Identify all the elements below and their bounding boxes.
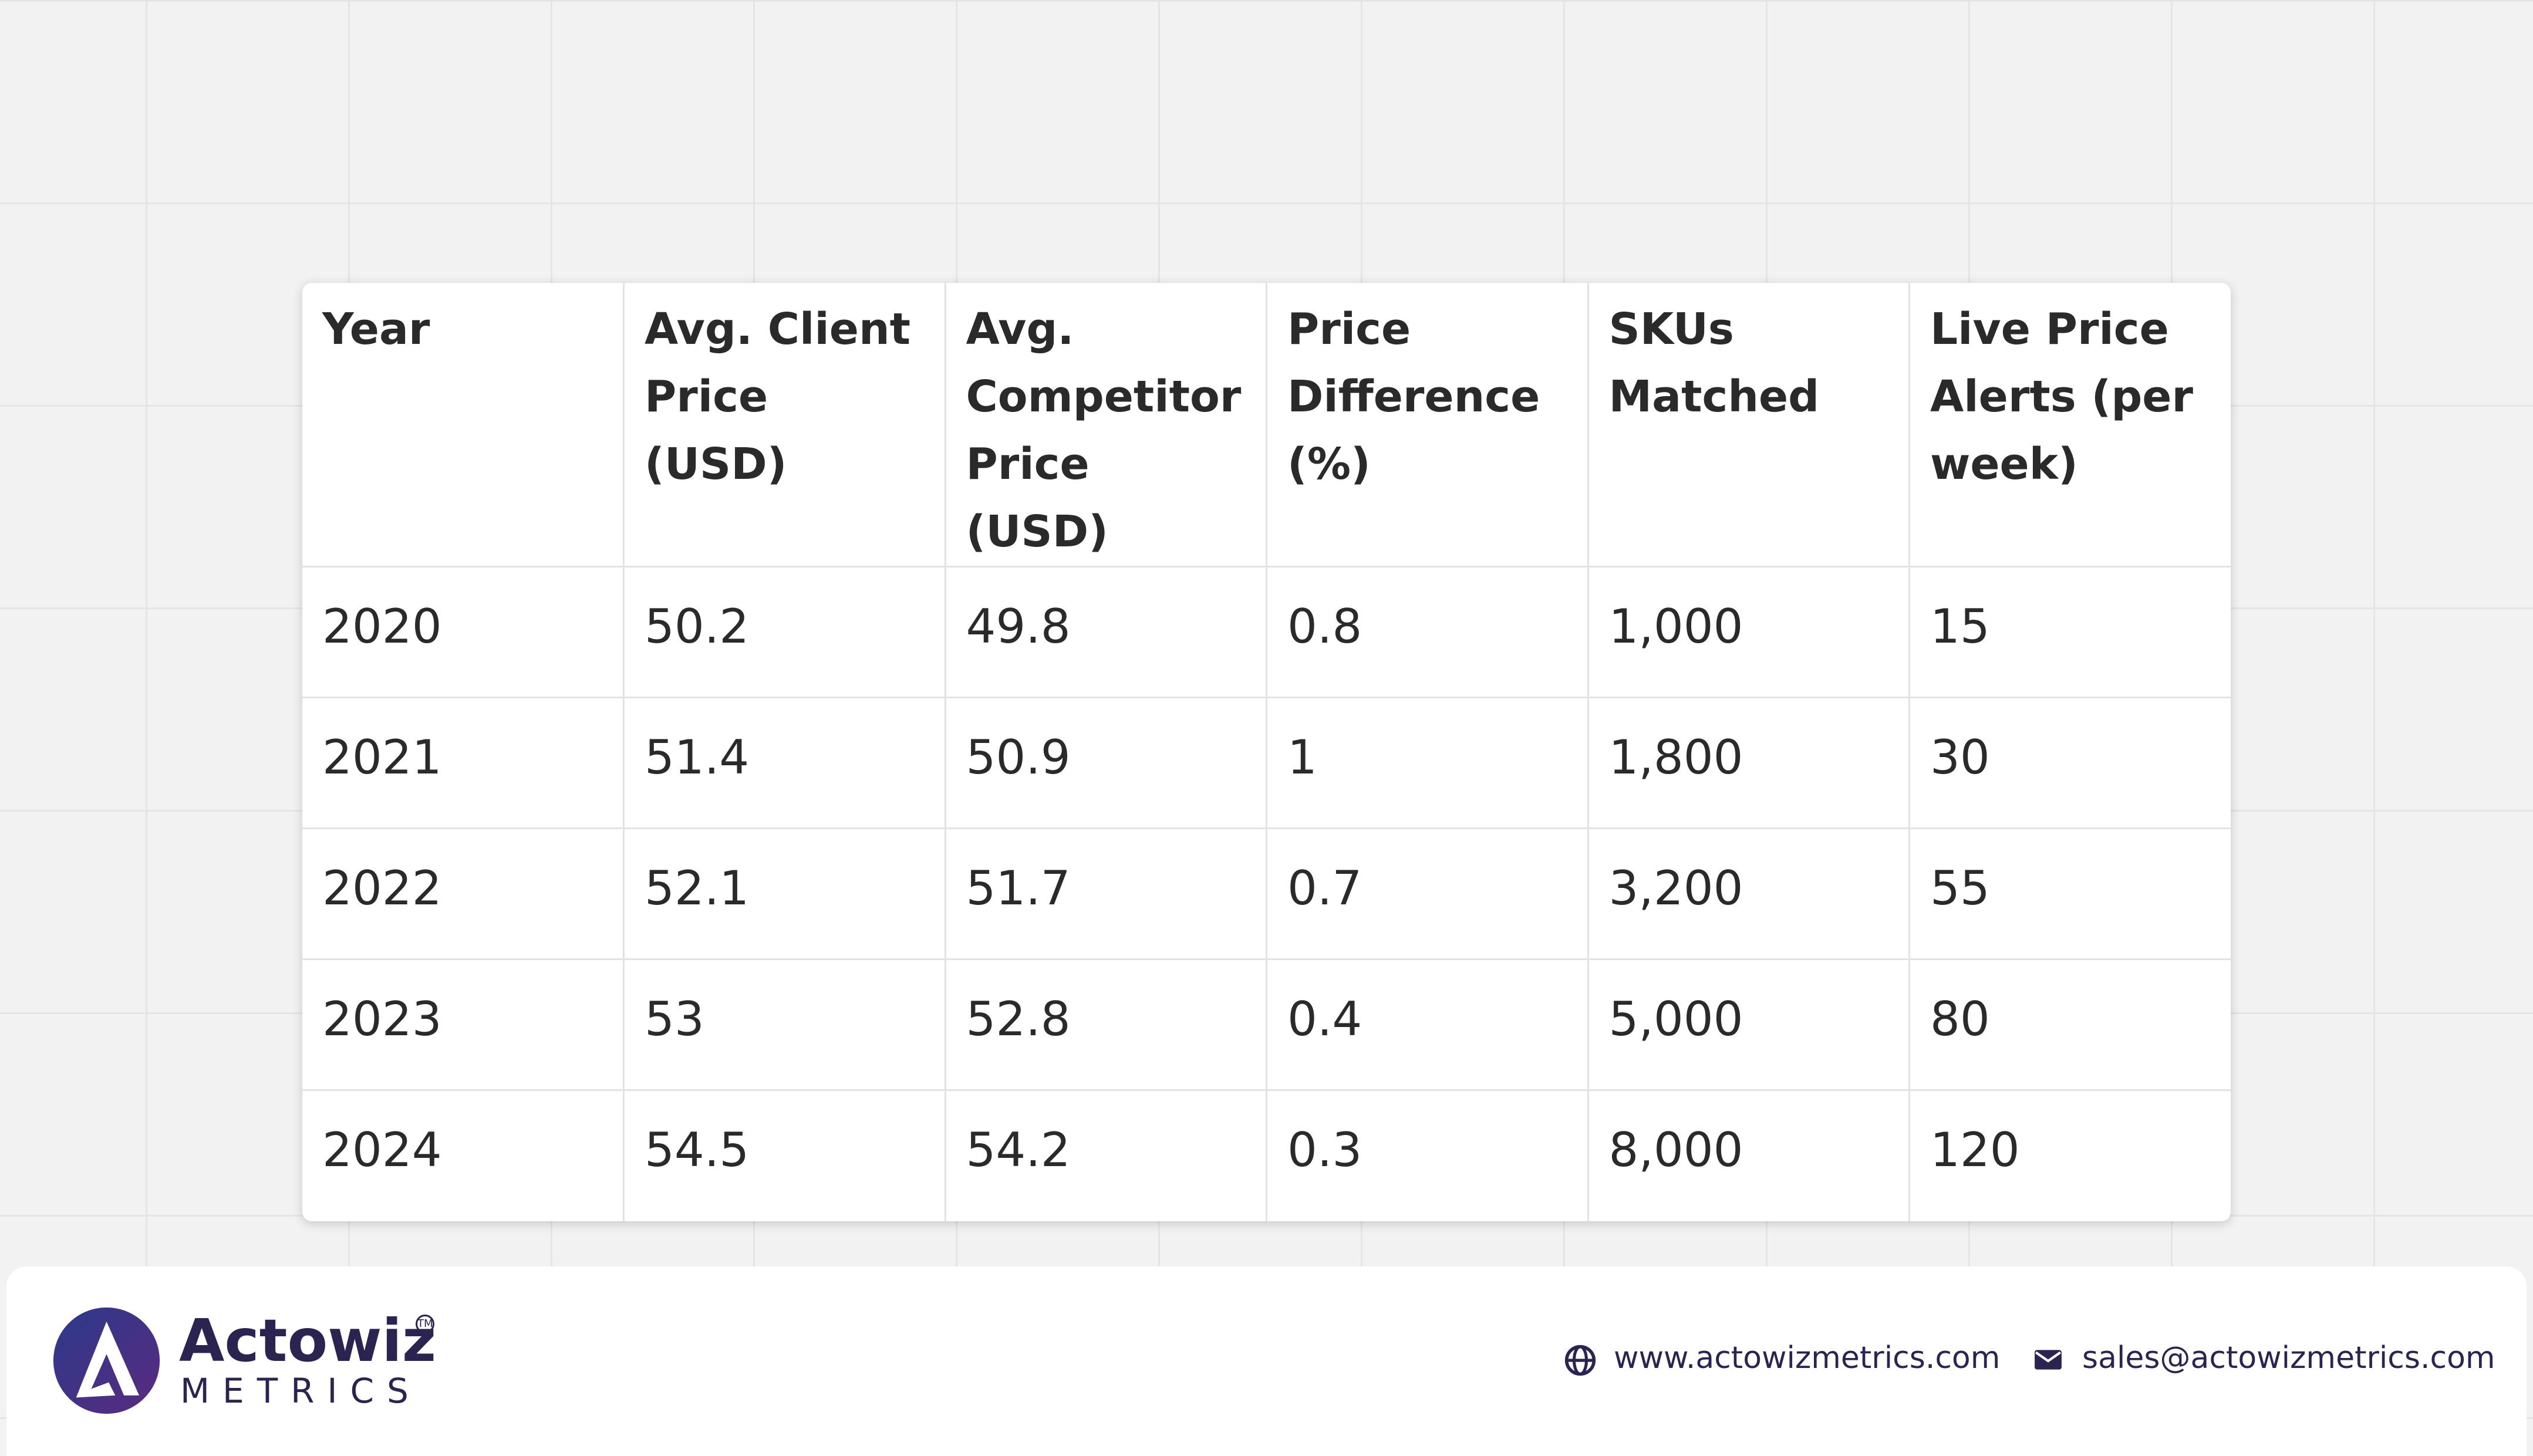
email-link[interactable]: sales@actowizmetrics.com [2082, 1340, 2495, 1376]
table-cell: 1 [1266, 697, 1589, 829]
table-cell: 52.1 [623, 827, 946, 960]
table-cell: 2021 [302, 697, 625, 829]
table-row: 2022 52.1 51.7 0.7 3,200 55 [302, 827, 2231, 960]
table-cell: 1,800 [1587, 697, 1910, 829]
website-link[interactable]: www.actowizmetrics.com [1614, 1340, 2001, 1376]
header-cell: Price Difference (%) [1266, 283, 1589, 567]
header-row: Year Avg. Client Price (USD) Avg. Competit… [302, 283, 2231, 567]
table-cell: 1,000 [1587, 566, 1910, 698]
table-cell: 80 [1908, 958, 2231, 1091]
trademark: TM [416, 1315, 434, 1333]
table-cell: 54.5 [623, 1089, 946, 1221]
header-cell: SKUs Matched [1587, 283, 1910, 567]
table-row: 2023 53 52.8 0.4 5,000 80 [302, 958, 2231, 1091]
table-cell: 50.2 [623, 566, 946, 698]
table-cell: 0.7 [1266, 827, 1589, 960]
brand-name: Actowiz [179, 1306, 437, 1375]
table-cell: 30 [1908, 697, 2231, 829]
header-cell: Live Price Alerts (per week) [1908, 283, 2231, 567]
table-cell: 2020 [302, 566, 625, 698]
table-row: 2020 50.2 49.8 0.8 1,000 15 [302, 566, 2231, 698]
header-cell: Avg. Competitor Price (USD) [944, 283, 1267, 567]
data-table: Year Avg. Client Price (USD) Avg. Competit… [302, 283, 2231, 1221]
table-cell: 55 [1908, 827, 2231, 960]
globe-icon [1564, 1344, 1596, 1376]
table-row: 2024 54.5 54.2 0.3 8,000 120 [302, 1089, 2231, 1221]
table-cell: 51.4 [623, 697, 946, 829]
footer: Actowiz TM METRICS www.actowizmetrics.co… [6, 1266, 2527, 1456]
table-cell: 15 [1908, 566, 2231, 698]
table-row: 2021 51.4 50.9 1 1,800 30 [302, 697, 2231, 829]
table-cell: 50.9 [944, 697, 1267, 829]
table-cell: 0.8 [1266, 566, 1589, 698]
table-cell: 8,000 [1587, 1089, 1910, 1221]
table-cell: 51.7 [944, 827, 1267, 960]
table-cell: 52.8 [944, 958, 1267, 1091]
table-cell: 120 [1908, 1089, 2231, 1221]
table-cell: 53 [623, 958, 946, 1091]
mail-icon [2035, 1350, 2062, 1370]
table-cell: 0.4 [1266, 958, 1589, 1091]
header-cell: Avg. Client Price (USD) [623, 283, 946, 567]
table-cell: 0.3 [1266, 1089, 1589, 1221]
table-cell: 3,200 [1587, 827, 1910, 960]
table-cell: 2023 [302, 958, 625, 1091]
logo-icon [53, 1307, 160, 1414]
table-cell: 5,000 [1587, 958, 1910, 1091]
table-cell: 2024 [302, 1089, 625, 1221]
table-cell: 54.2 [944, 1089, 1267, 1221]
brand-sub: METRICS [180, 1371, 421, 1411]
table-cell: 49.8 [944, 566, 1267, 698]
table-cell: 2022 [302, 827, 625, 960]
header-cell: Year [302, 283, 625, 567]
